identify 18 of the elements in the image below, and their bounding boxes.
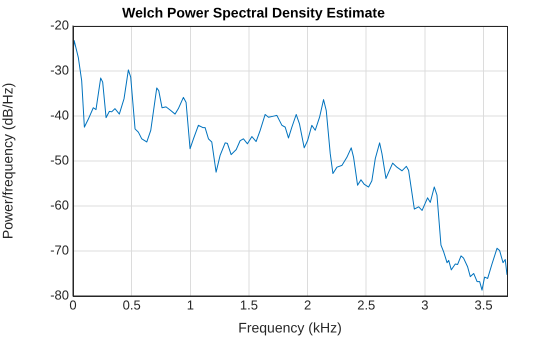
y-tick-label: -60 — [50, 198, 69, 213]
x-tick-label: 1.5 — [240, 297, 258, 312]
x-tick-label: 0 — [69, 297, 77, 312]
y-tick-label: -50 — [50, 152, 69, 168]
chart-title: Welch Power Spectral Density Estimate — [122, 4, 386, 20]
y-tick-label: -80 — [50, 288, 69, 303]
y-axis-title: Power/frequency (dB/Hz) — [0, 82, 16, 240]
y-tick-label: -40 — [50, 107, 69, 122]
x-tick-label: 2.5 — [357, 297, 376, 312]
x-tick-label: 3.5 — [474, 297, 493, 312]
x-axis-title: Frequency (kHz) — [238, 319, 342, 336]
y-tick-label: -70 — [50, 242, 69, 258]
x-tick-label: 0.5 — [122, 297, 141, 312]
y-tick-label: -30 — [50, 62, 69, 78]
y-tick-label: -20 — [50, 17, 69, 32]
x-tick-label: 3 — [421, 297, 429, 312]
x-tick-label: 1 — [186, 297, 194, 312]
x-tick-label: 2 — [304, 297, 312, 312]
